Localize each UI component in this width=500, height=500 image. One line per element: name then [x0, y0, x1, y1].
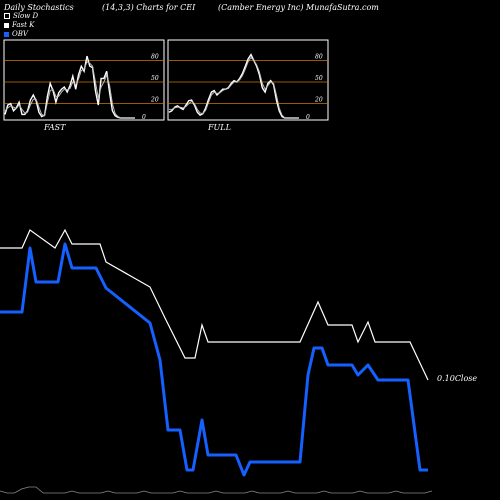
tick-label-80: 80 — [315, 53, 323, 60]
tick-label-80: 80 — [151, 53, 159, 60]
series-obv-line — [0, 242, 428, 477]
series-fast-slow-d — [4, 61, 135, 119]
chart-title: Daily Stochastics — [4, 3, 74, 12]
legend-label-fast-k: Fast K — [12, 21, 35, 29]
legend-swatch-slow-d — [4, 13, 10, 19]
series-full-slow-d — [169, 56, 299, 119]
legend-fast-k: Fast K — [4, 21, 34, 29]
legend-label-slow-d: Slow D — [13, 12, 39, 20]
tick-label-50: 50 — [151, 75, 159, 82]
panel-label-full: FULL — [208, 123, 231, 132]
series-volume-line — [0, 486, 433, 494]
legend-swatch-obv — [4, 31, 9, 37]
chart-params: (14,3,3) Charts for CEI — [102, 3, 196, 12]
series-full-fast-k — [168, 53, 299, 119]
panel-label-fast: FAST — [44, 123, 66, 132]
series-close-line — [0, 228, 429, 381]
legend-label-obv: OBV — [12, 30, 28, 38]
last-value-label: 0 — [142, 114, 146, 121]
panel-fast — [3, 39, 165, 121]
tick-label-20: 20 — [150, 97, 159, 104]
legend-obv: OBV — [4, 30, 28, 38]
tick-label-50: 50 — [315, 75, 323, 82]
legend-slow-d: Slow D — [4, 12, 38, 20]
panel-full — [167, 39, 329, 121]
close-value-label: 0.10Close — [437, 374, 477, 383]
series-fast-fast-k — [4, 55, 135, 119]
legend-swatch-fast-k — [4, 22, 9, 28]
tick-label-20: 20 — [314, 97, 323, 104]
last-value-label: 0 — [306, 114, 310, 121]
chart-company: (Camber Energy Inc) MunafaSutra.com — [218, 3, 379, 12]
